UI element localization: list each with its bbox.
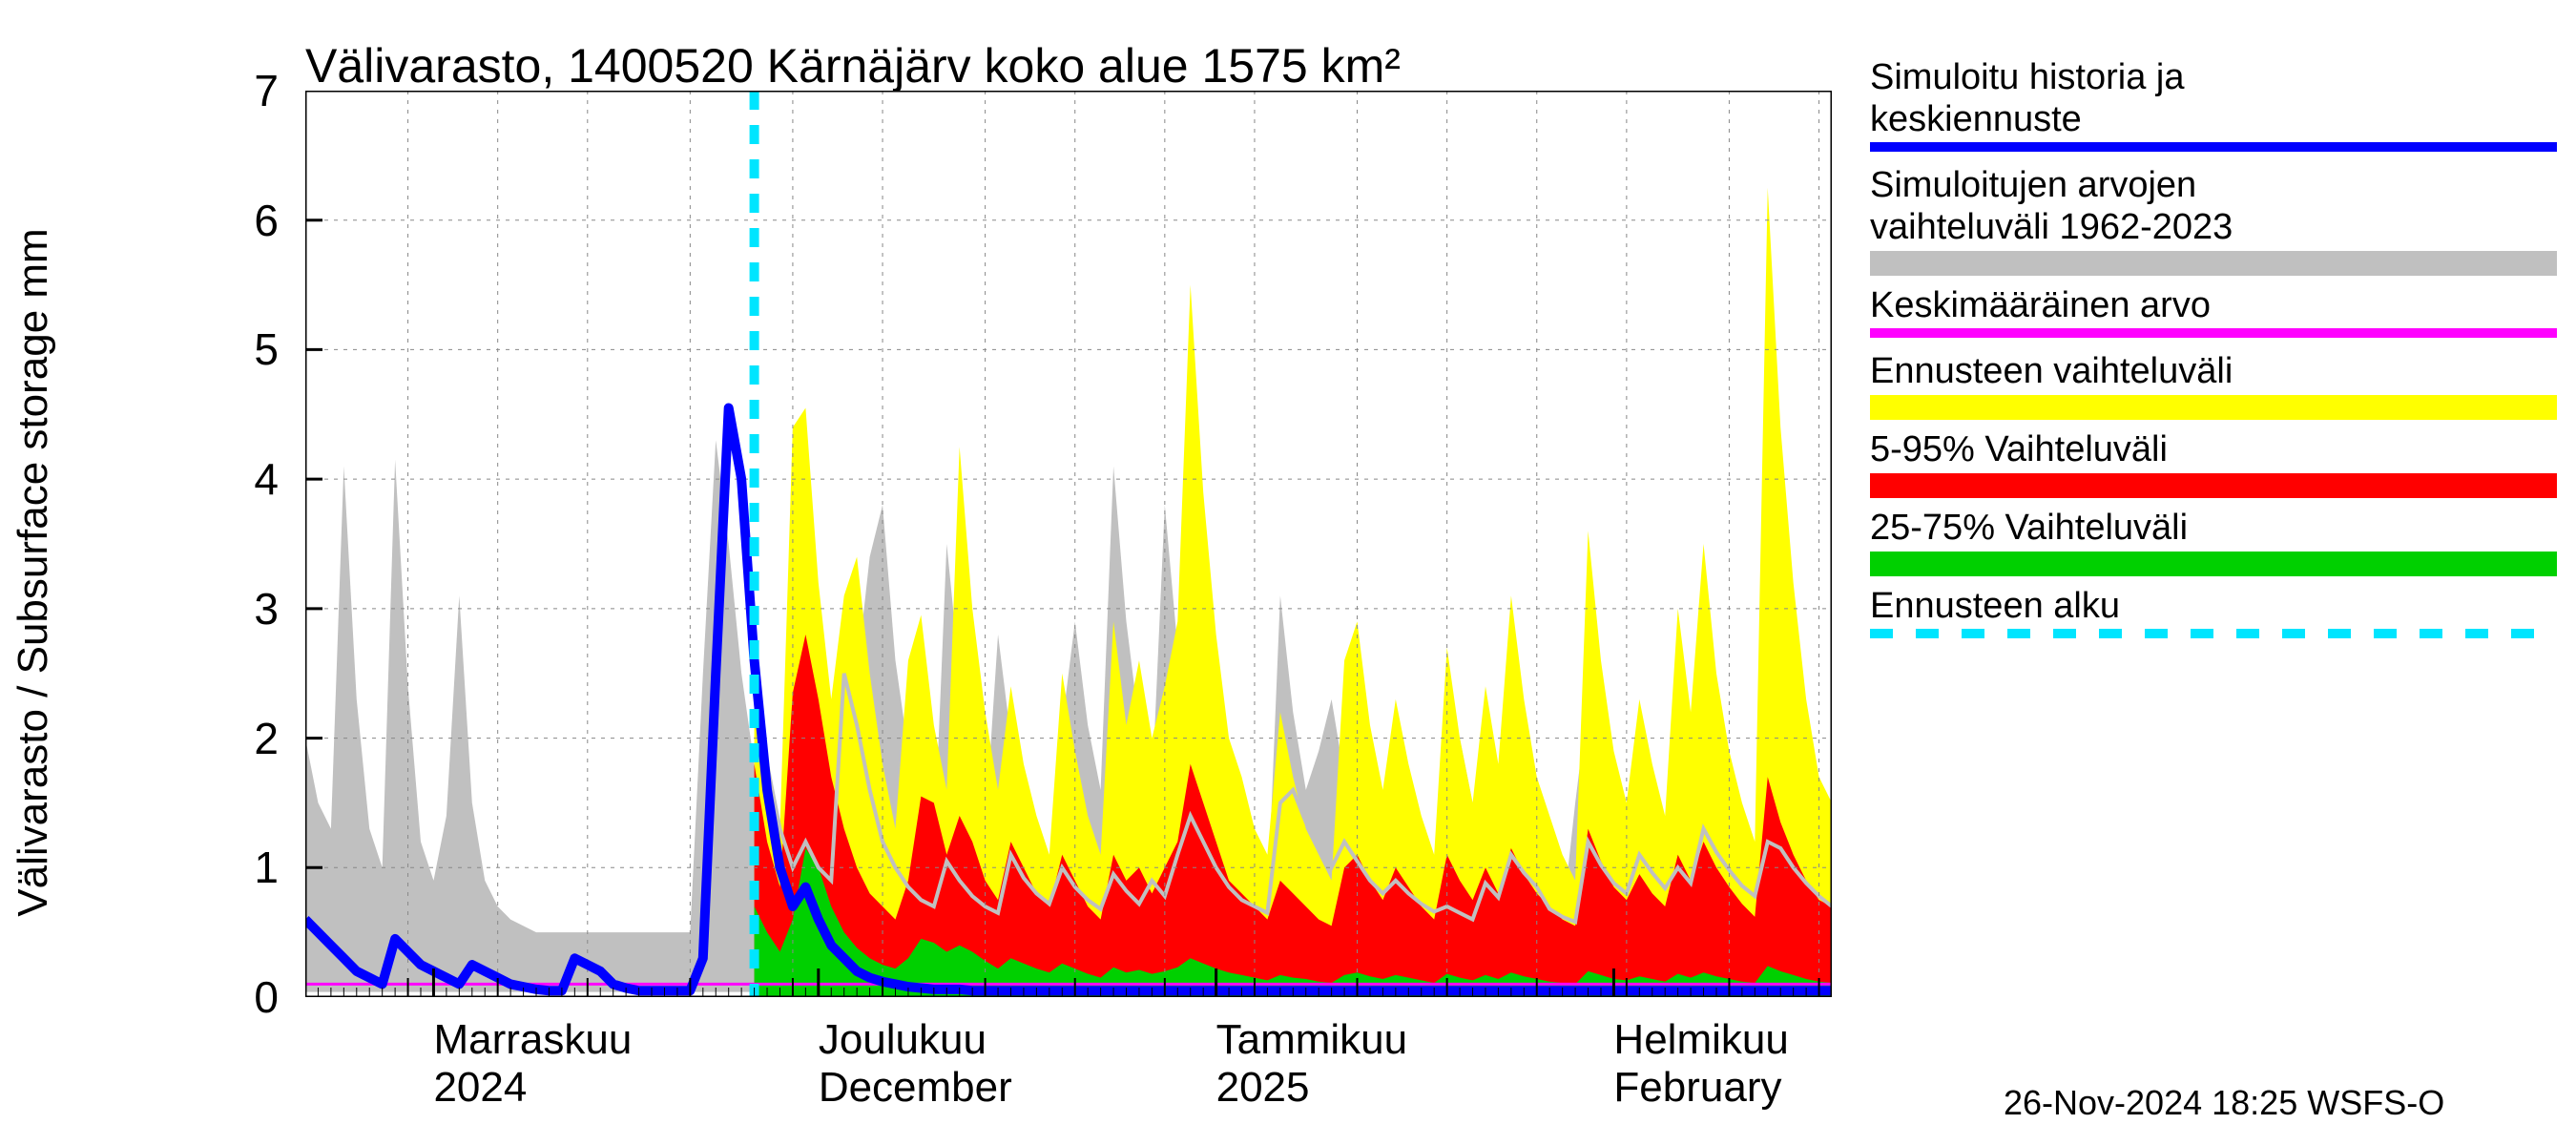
chart-plot-area <box>305 91 1832 997</box>
y-tick-label: 7 <box>212 65 279 116</box>
legend-item: Ennusteen vaihteluväli <box>1870 351 2557 420</box>
legend-item-swatch <box>1870 251 2557 276</box>
legend-item: Keskimääräinen arvo <box>1870 285 2557 339</box>
legend-item-swatch <box>1870 395 2557 420</box>
y-tick-label: 2 <box>212 713 279 764</box>
legend-item-label: Keskimääräinen arvo <box>1870 285 2557 327</box>
timestamp-footer: 26-Nov-2024 18:25 WSFS-O <box>2004 1083 2444 1123</box>
legend-item-swatch <box>1870 328 2557 338</box>
legend-item-swatch <box>1870 473 2557 498</box>
y-tick-label: 1 <box>212 842 279 893</box>
legend: Simuloitu historia jakeskiennuste Simuloi… <box>1870 57 2557 652</box>
legend-item: Simuloitujen arvojenvaihteluväli 1962-20… <box>1870 165 2557 275</box>
legend-item: 25-75% Vaihteluväli <box>1870 508 2557 576</box>
legend-item-label: Simuloitu historia jakeskiennuste <box>1870 57 2557 140</box>
x-month-label: Marraskuu2024 <box>433 1016 632 1112</box>
y-tick-label: 6 <box>212 195 279 246</box>
legend-item-label: 5-95% Vaihteluväli <box>1870 429 2557 471</box>
chart-page: Välivarasto / Subsurface storage mm Väli… <box>0 0 2576 1145</box>
y-tick-label: 4 <box>212 453 279 505</box>
y-tick-label: 0 <box>212 971 279 1023</box>
legend-item-swatch <box>1870 552 2557 576</box>
chart-title: Välivarasto, 1400520 Kärnäjärv koko alue… <box>305 38 1401 94</box>
y-axis-label: Välivarasto / Subsurface storage mm <box>10 228 57 916</box>
x-month-label: JoulukuuDecember <box>819 1016 1012 1112</box>
legend-item-label: Ennusteen vaihteluväli <box>1870 351 2557 393</box>
legend-item: 5-95% Vaihteluväli <box>1870 429 2557 498</box>
y-tick-label: 5 <box>212 323 279 375</box>
legend-item: Ennusteen alku <box>1870 586 2557 639</box>
legend-item-swatch <box>1870 142 2557 152</box>
legend-item-label: 25-75% Vaihteluväli <box>1870 508 2557 550</box>
x-month-label: Tammikuu2025 <box>1216 1016 1408 1112</box>
legend-item-swatch <box>1870 629 2557 638</box>
x-month-label: HelmikuuFebruary <box>1613 1016 1788 1112</box>
legend-item-label: Ennusteen alku <box>1870 586 2557 628</box>
legend-item-label: Simuloitujen arvojenvaihteluväli 1962-20… <box>1870 165 2557 248</box>
y-tick-label: 3 <box>212 583 279 635</box>
legend-item: Simuloitu historia jakeskiennuste <box>1870 57 2557 152</box>
